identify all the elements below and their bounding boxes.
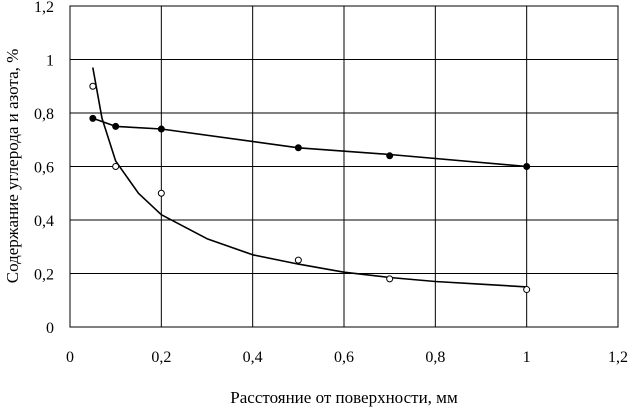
x-tick-label: 0 [66, 349, 74, 366]
y-axis-title: Содержание углерода и азота, % [3, 49, 22, 284]
data-point-open [294, 256, 302, 264]
data-point-open [89, 82, 97, 90]
x-tick-label: 1 [523, 349, 531, 366]
data-point-open [157, 189, 165, 197]
x-tick-label: 0,8 [425, 349, 445, 366]
data-point-filled [386, 152, 394, 160]
data-points [89, 82, 531, 294]
x-tick-label: 1,2 [608, 349, 628, 366]
data-point-filled [112, 122, 120, 130]
y-tick-label: 0 [46, 320, 54, 337]
x-tick-label: 0,2 [151, 349, 171, 366]
y-tick-label: 0,8 [34, 106, 54, 123]
y-tick-labels: 0 0,2 0,4 0,6 0,8 1 1,2 [34, 0, 54, 337]
data-point-open [523, 286, 531, 294]
y-tick-label: 1 [46, 53, 54, 70]
data-point-open [112, 163, 120, 170]
y-tick-label: 0,2 [34, 267, 54, 284]
data-point-open [386, 275, 394, 283]
trend-line-2 [92, 67, 527, 288]
y-tick-label: 1,2 [34, 0, 54, 16]
y-tick-label: 0,4 [34, 213, 54, 230]
x-axis-title: Расстояние от поверхности, мм [230, 388, 458, 407]
y-tick-label: 0,6 [34, 160, 54, 177]
data-point-filled [294, 144, 302, 152]
data-point-filled [89, 114, 97, 122]
x-tick-label: 0,4 [243, 349, 263, 366]
trend-lines [92, 67, 527, 288]
x-tick-label: 0,6 [334, 349, 354, 366]
x-tick-labels: 0 0,2 0,4 0,6 0,8 1 1,2 [66, 349, 628, 366]
data-point-filled [523, 163, 531, 170]
data-point-filled [157, 125, 165, 133]
trend-line-1 [92, 117, 527, 168]
